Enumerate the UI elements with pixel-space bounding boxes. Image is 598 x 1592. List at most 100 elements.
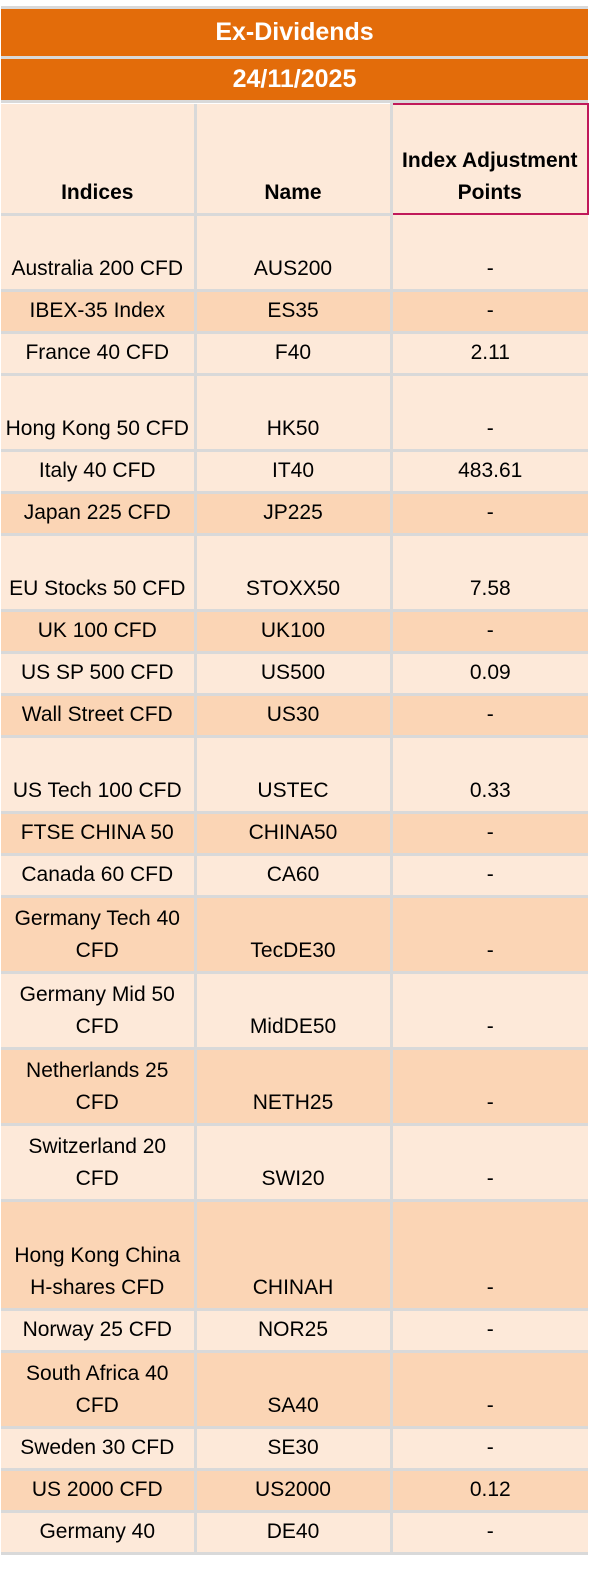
cell-points: - — [391, 896, 588, 974]
cell-index: Australia 200 CFD — [1, 214, 197, 292]
table-body: Australia 200 CFD AUS200 - IBEX-35 Index… — [1, 214, 588, 1555]
ex-dividends-sheet: Ex-Dividends 24/11/2025 Indices Name Ind… — [1, 6, 589, 1555]
cell-name: US2000 — [195, 1469, 393, 1513]
cell-name: TecDE30 — [195, 896, 393, 974]
cell-points: - — [391, 492, 588, 536]
cell-index: Germany 40 — [1, 1511, 197, 1555]
cell-index: Hong Kong 50 CFD — [1, 374, 197, 452]
table-row: France 40 CFD F40 2.11 — [1, 332, 588, 376]
cell-index: South Africa 40 CFD — [1, 1351, 197, 1429]
table-row: Hong Kong 50 CFD HK50 - — [1, 374, 588, 452]
cell-points: - — [391, 972, 588, 1050]
cell-index: Wall Street CFD — [1, 694, 197, 738]
table-row: Canada 60 CFD CA60 - — [1, 854, 588, 898]
cell-name: US30 — [195, 694, 393, 738]
cell-points: - — [391, 1124, 588, 1202]
column-header-indices: Indices — [1, 104, 197, 216]
table-row: Italy 40 CFD IT40 483.61 — [1, 450, 588, 494]
table-header-row: Indices Name Index Adjustment Points — [1, 103, 589, 216]
cell-name: IT40 — [195, 450, 393, 494]
cell-name: ES35 — [195, 290, 393, 334]
cell-points: - — [391, 1351, 588, 1429]
cell-name: UK100 — [195, 610, 393, 654]
table-row: Germany Tech 40 CFD TecDE30 - — [1, 896, 588, 974]
cell-index: UK 100 CFD — [1, 610, 197, 654]
table-row: Sweden 30 CFD SE30 - — [1, 1427, 588, 1471]
cell-points: 0.33 — [391, 736, 588, 814]
cell-points: - — [391, 1048, 588, 1126]
table-row: US Tech 100 CFD USTEC 0.33 — [1, 736, 588, 814]
cell-name: USTEC — [195, 736, 393, 814]
cell-name: SE30 — [195, 1427, 393, 1471]
table-row: US SP 500 CFD US500 0.09 — [1, 652, 588, 696]
ex-dividends-table: Indices Name Index Adjustment Points Aus… — [1, 103, 589, 1555]
table-row: Germany Mid 50 CFD MidDE50 - — [1, 972, 588, 1050]
cell-points: - — [391, 812, 588, 856]
cell-points: 483.61 — [391, 450, 588, 494]
cell-index: Switzerland 20 CFD — [1, 1124, 197, 1202]
table-row: Norway 25 CFD NOR25 - — [1, 1309, 588, 1353]
cell-index: France 40 CFD — [1, 332, 197, 376]
cell-index: US SP 500 CFD — [1, 652, 197, 696]
column-header-adjustment-points[interactable]: Index Adjustment Points — [390, 103, 589, 215]
cell-points: 2.11 — [391, 332, 588, 376]
cell-name: SA40 — [195, 1351, 393, 1429]
cell-points: 0.12 — [391, 1469, 588, 1513]
cell-index: US 2000 CFD — [1, 1469, 197, 1513]
cell-index: Netherlands 25 CFD — [1, 1048, 197, 1126]
table-row: UK 100 CFD UK100 - — [1, 610, 588, 654]
cell-name: F40 — [195, 332, 393, 376]
table-row: IBEX-35 Index ES35 - — [1, 290, 588, 334]
cell-index: US Tech 100 CFD — [1, 736, 197, 814]
table-row: South Africa 40 CFD SA40 - — [1, 1351, 588, 1429]
sheet-date: 24/11/2025 — [1, 59, 588, 103]
table-row: Switzerland 20 CFD SWI20 - — [1, 1124, 588, 1202]
cell-points: - — [391, 610, 588, 654]
cell-index: FTSE CHINA 50 — [1, 812, 197, 856]
table-row: Australia 200 CFD AUS200 - — [1, 214, 588, 292]
cell-index: Germany Mid 50 CFD — [1, 972, 197, 1050]
cell-name: AUS200 — [195, 214, 393, 292]
cell-points: - — [391, 374, 588, 452]
table-row: US 2000 CFD US2000 0.12 — [1, 1469, 588, 1513]
cell-points: - — [391, 854, 588, 898]
cell-name: STOXX50 — [195, 534, 393, 612]
cell-index: Italy 40 CFD — [1, 450, 197, 494]
sheet-title: Ex-Dividends — [1, 6, 588, 59]
cell-points: - — [391, 1511, 588, 1555]
cell-points: - — [391, 694, 588, 738]
table-row: Hong Kong China H-shares CFD CHINAH - — [1, 1200, 588, 1311]
cell-points: - — [391, 214, 588, 292]
cell-index: Germany Tech 40 CFD — [1, 896, 197, 974]
cell-name: JP225 — [195, 492, 393, 536]
table-row: Japan 225 CFD JP225 - — [1, 492, 588, 536]
cell-name: CHINA50 — [195, 812, 393, 856]
table-row: FTSE CHINA 50 CHINA50 - — [1, 812, 588, 856]
cell-points: 0.09 — [391, 652, 588, 696]
cell-index: Sweden 30 CFD — [1, 1427, 197, 1471]
cell-points: - — [391, 1200, 588, 1311]
cell-name: DE40 — [195, 1511, 393, 1555]
cell-index: IBEX-35 Index — [1, 290, 197, 334]
cell-index: Hong Kong China H-shares CFD — [1, 1200, 197, 1311]
cell-points: - — [391, 1309, 588, 1353]
cell-points: - — [391, 290, 588, 334]
cell-points: 7.58 — [391, 534, 588, 612]
table-row: Netherlands 25 CFD NETH25 - — [1, 1048, 588, 1126]
cell-index: Canada 60 CFD — [1, 854, 197, 898]
cell-name: HK50 — [195, 374, 393, 452]
table-row: Germany 40 DE40 - — [1, 1511, 588, 1555]
cell-name: CA60 — [195, 854, 393, 898]
table-row: Wall Street CFD US30 - — [1, 694, 588, 738]
cell-index: Norway 25 CFD — [1, 1309, 197, 1353]
cell-name: MidDE50 — [195, 972, 393, 1050]
table-row: EU Stocks 50 CFD STOXX50 7.58 — [1, 534, 588, 612]
cell-index: Japan 225 CFD — [1, 492, 197, 536]
cell-name: US500 — [195, 652, 393, 696]
cell-index: EU Stocks 50 CFD — [1, 534, 197, 612]
cell-points: - — [391, 1427, 588, 1471]
cell-name: SWI20 — [195, 1124, 393, 1202]
cell-name: NETH25 — [195, 1048, 393, 1126]
column-header-name: Name — [195, 104, 393, 216]
cell-name: CHINAH — [195, 1200, 393, 1311]
